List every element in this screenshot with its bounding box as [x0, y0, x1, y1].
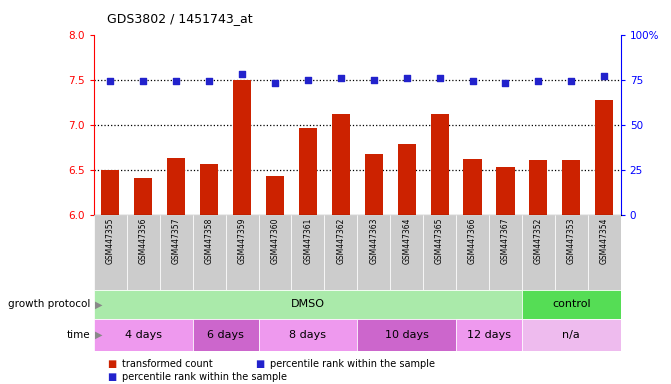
Text: percentile rank within the sample: percentile rank within the sample [122, 372, 287, 382]
Bar [522, 215, 555, 290]
Point [237, 71, 248, 77]
Text: GDS3802 / 1451743_at: GDS3802 / 1451743_at [107, 12, 253, 25]
Bar [266, 176, 284, 215]
Point [467, 78, 478, 84]
Text: GSM447354: GSM447354 [600, 217, 609, 264]
Point [171, 78, 182, 84]
Bar [258, 319, 357, 351]
Text: GSM447360: GSM447360 [270, 217, 280, 264]
Text: percentile rank within the sample: percentile rank within the sample [270, 359, 435, 369]
Bar [555, 215, 588, 290]
Bar [193, 319, 258, 351]
Point [566, 78, 576, 84]
Text: 10 days: 10 days [384, 330, 429, 340]
Bar [331, 114, 350, 215]
Text: DMSO: DMSO [291, 299, 325, 310]
Bar [94, 290, 522, 319]
Bar [588, 215, 621, 290]
Text: ■: ■ [107, 359, 117, 369]
Point [500, 80, 511, 86]
Text: 6 days: 6 days [207, 330, 244, 340]
Point [270, 80, 280, 86]
Bar [464, 159, 482, 215]
Point [368, 77, 379, 83]
Bar [489, 215, 522, 290]
Text: ■: ■ [255, 359, 264, 369]
Text: GSM447359: GSM447359 [238, 217, 246, 264]
Bar [497, 167, 515, 215]
Point [533, 78, 544, 84]
Text: ▶: ▶ [95, 299, 103, 310]
Text: control: control [552, 299, 590, 310]
Bar [423, 215, 456, 290]
Text: GSM447363: GSM447363 [369, 217, 378, 264]
Bar [324, 215, 357, 290]
Bar [456, 319, 522, 351]
Point [599, 73, 609, 79]
Text: GSM447367: GSM447367 [501, 217, 510, 264]
Point [401, 75, 412, 81]
Bar [94, 319, 193, 351]
Bar [431, 114, 449, 215]
Bar [134, 178, 152, 215]
Text: GSM447364: GSM447364 [402, 217, 411, 264]
Text: 12 days: 12 days [467, 330, 511, 340]
Bar [160, 215, 193, 290]
Bar [522, 319, 621, 351]
Bar [94, 215, 127, 290]
Bar [291, 215, 324, 290]
Point [303, 77, 313, 83]
Bar [167, 158, 185, 215]
Text: GSM447356: GSM447356 [139, 217, 148, 264]
Bar [365, 154, 383, 215]
Bar [398, 144, 416, 215]
Text: n/a: n/a [562, 330, 580, 340]
Text: ■: ■ [107, 372, 117, 382]
Bar [595, 101, 613, 215]
Text: growth protocol: growth protocol [8, 299, 91, 310]
Text: transformed count: transformed count [122, 359, 213, 369]
Bar [391, 215, 423, 290]
Text: GSM447355: GSM447355 [106, 217, 115, 264]
Bar [225, 215, 258, 290]
Point [434, 75, 445, 81]
Bar [258, 215, 291, 290]
Text: GSM447352: GSM447352 [534, 217, 543, 264]
Text: time: time [67, 330, 91, 340]
Point [105, 78, 116, 84]
Bar [193, 215, 225, 290]
Text: GSM447357: GSM447357 [172, 217, 180, 264]
Text: GSM447353: GSM447353 [567, 217, 576, 264]
Bar [299, 127, 317, 215]
Text: 4 days: 4 days [125, 330, 162, 340]
Text: GSM447366: GSM447366 [468, 217, 477, 264]
Text: GSM447358: GSM447358 [205, 217, 213, 264]
Bar [233, 80, 251, 215]
Bar [357, 215, 391, 290]
Text: GSM447365: GSM447365 [435, 217, 444, 264]
Point [204, 78, 215, 84]
Text: GSM447361: GSM447361 [303, 217, 313, 264]
Bar [456, 215, 489, 290]
Bar [562, 160, 580, 215]
Text: GSM447362: GSM447362 [336, 217, 346, 264]
Point [336, 75, 346, 81]
Bar [522, 290, 621, 319]
Text: 8 days: 8 days [289, 330, 326, 340]
Bar [529, 160, 548, 215]
Bar [127, 215, 160, 290]
Text: ▶: ▶ [95, 330, 103, 340]
Bar [200, 164, 218, 215]
Bar [357, 319, 456, 351]
Bar [101, 170, 119, 215]
Point [138, 78, 149, 84]
